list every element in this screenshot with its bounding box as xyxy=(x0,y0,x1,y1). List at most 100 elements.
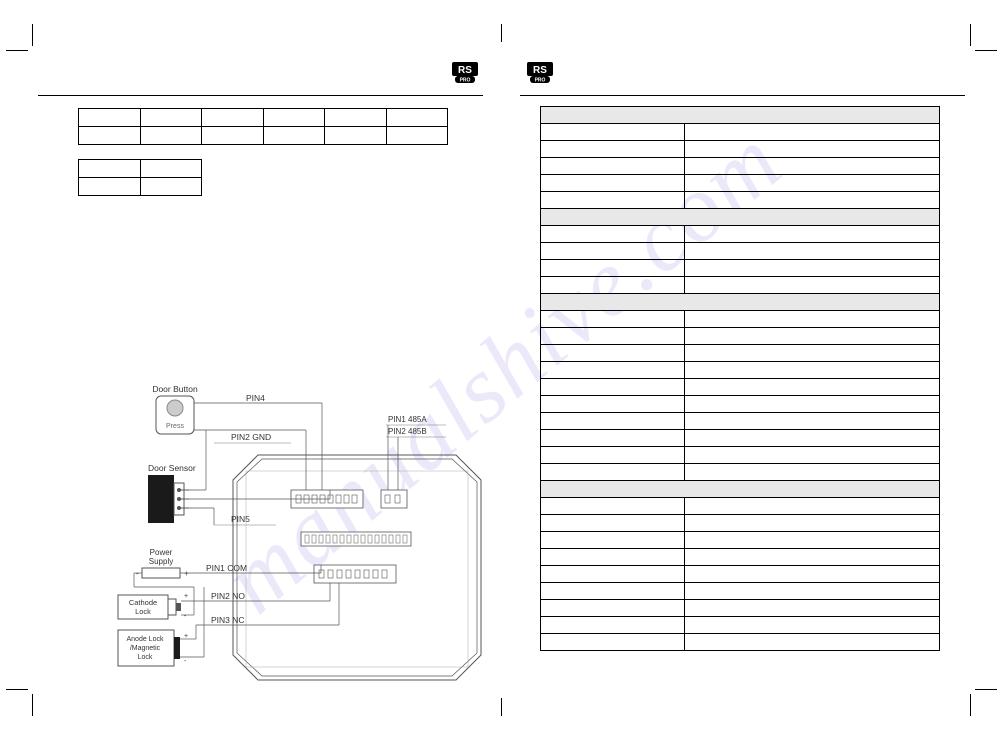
spec-label xyxy=(541,447,685,464)
spec-value xyxy=(684,124,939,141)
spec-value xyxy=(684,532,939,549)
spec-value xyxy=(684,515,939,532)
spec-label xyxy=(541,362,685,379)
spec-section-header xyxy=(541,294,940,311)
spec-value xyxy=(684,328,939,345)
svg-text:PIN2 GND: PIN2 GND xyxy=(231,432,271,442)
spec-value xyxy=(684,617,939,634)
wiring-diagram: Press Door Button Door Sensor Power Supp… xyxy=(76,355,486,695)
svg-text:Door Sensor: Door Sensor xyxy=(148,463,196,473)
svg-text:PIN5: PIN5 xyxy=(231,514,250,524)
svg-text:PIN4: PIN4 xyxy=(246,393,265,403)
spec-value xyxy=(684,277,939,294)
spec-value xyxy=(684,243,939,260)
spec-value xyxy=(684,192,939,209)
rs-pro-logo: RS PRO xyxy=(451,61,479,87)
spec-label xyxy=(541,141,685,158)
spec-value xyxy=(684,583,939,600)
spec-label xyxy=(541,498,685,515)
spec-label xyxy=(541,379,685,396)
spec-label xyxy=(541,396,685,413)
spec-value xyxy=(684,498,939,515)
spec-value xyxy=(684,464,939,481)
svg-text:RS: RS xyxy=(533,65,547,76)
spec-label xyxy=(541,549,685,566)
left-table-2 xyxy=(78,159,202,196)
svg-text:PIN2 485B: PIN2 485B xyxy=(388,427,427,436)
crop-mark xyxy=(501,24,502,42)
spec-value xyxy=(684,430,939,447)
spec-value xyxy=(684,549,939,566)
spec-value xyxy=(684,396,939,413)
spec-label xyxy=(541,634,685,651)
svg-text:PIN1 485A: PIN1 485A xyxy=(388,415,427,424)
crop-mark xyxy=(32,694,33,716)
svg-text:Lock: Lock xyxy=(135,607,151,616)
svg-text:-: - xyxy=(184,658,187,665)
spec-label xyxy=(541,345,685,362)
svg-text:/Magnetic: /Magnetic xyxy=(130,645,161,652)
spec-table xyxy=(540,106,940,651)
spec-label xyxy=(541,515,685,532)
rs-pro-logo: RS PRO xyxy=(526,61,554,87)
spec-label xyxy=(541,328,685,345)
spec-value xyxy=(684,600,939,617)
spec-label xyxy=(541,430,685,447)
spec-section-header xyxy=(541,107,940,124)
spec-label xyxy=(541,532,685,549)
spec-label xyxy=(541,124,685,141)
crop-mark xyxy=(501,698,502,716)
spec-label xyxy=(541,566,685,583)
spec-value xyxy=(684,566,939,583)
right-page: RS PRO xyxy=(520,55,965,685)
crop-mark xyxy=(970,24,971,46)
svg-text:PRO: PRO xyxy=(460,78,471,84)
crop-mark xyxy=(6,50,28,51)
svg-text:-: - xyxy=(136,569,139,578)
spec-section-header xyxy=(541,481,940,498)
spec-value xyxy=(684,141,939,158)
svg-text:Press: Press xyxy=(166,423,184,430)
spec-value xyxy=(684,379,939,396)
spec-value xyxy=(684,260,939,277)
crop-mark xyxy=(975,689,997,690)
svg-text:Door Button: Door Button xyxy=(152,384,198,394)
svg-text:Supply: Supply xyxy=(149,557,173,566)
spec-label xyxy=(541,175,685,192)
spec-label xyxy=(541,311,685,328)
spec-label xyxy=(541,617,685,634)
spec-label xyxy=(541,600,685,617)
spec-section-header xyxy=(541,209,940,226)
spec-label xyxy=(541,243,685,260)
spec-value xyxy=(684,311,939,328)
svg-text:+: + xyxy=(184,569,189,578)
spec-label xyxy=(541,583,685,600)
spec-label xyxy=(541,260,685,277)
crop-mark xyxy=(975,50,997,51)
spec-label xyxy=(541,226,685,243)
svg-text:PIN1 COM: PIN1 COM xyxy=(206,563,247,573)
svg-text:-: - xyxy=(184,613,187,620)
left-page: RS PRO xyxy=(38,55,483,685)
spec-value xyxy=(684,345,939,362)
left-table-1 xyxy=(78,108,448,145)
spec-value xyxy=(684,413,939,430)
svg-text:Cathode: Cathode xyxy=(129,598,157,607)
svg-text:+: + xyxy=(184,593,188,600)
spec-value xyxy=(684,634,939,651)
crop-mark xyxy=(32,24,33,46)
svg-text:RS: RS xyxy=(458,65,472,76)
spec-label xyxy=(541,158,685,175)
spec-value xyxy=(684,226,939,243)
svg-text:PRO: PRO xyxy=(535,78,546,84)
svg-text:PIN3 NC: PIN3 NC xyxy=(211,615,245,625)
crop-mark xyxy=(970,694,971,716)
svg-text:Lock: Lock xyxy=(138,654,153,661)
spec-label xyxy=(541,192,685,209)
svg-text:PIN2 NO: PIN2 NO xyxy=(211,591,245,601)
spec-value xyxy=(684,362,939,379)
spec-label xyxy=(541,464,685,481)
spec-value xyxy=(684,447,939,464)
spec-value xyxy=(684,175,939,192)
crop-mark xyxy=(6,689,28,690)
